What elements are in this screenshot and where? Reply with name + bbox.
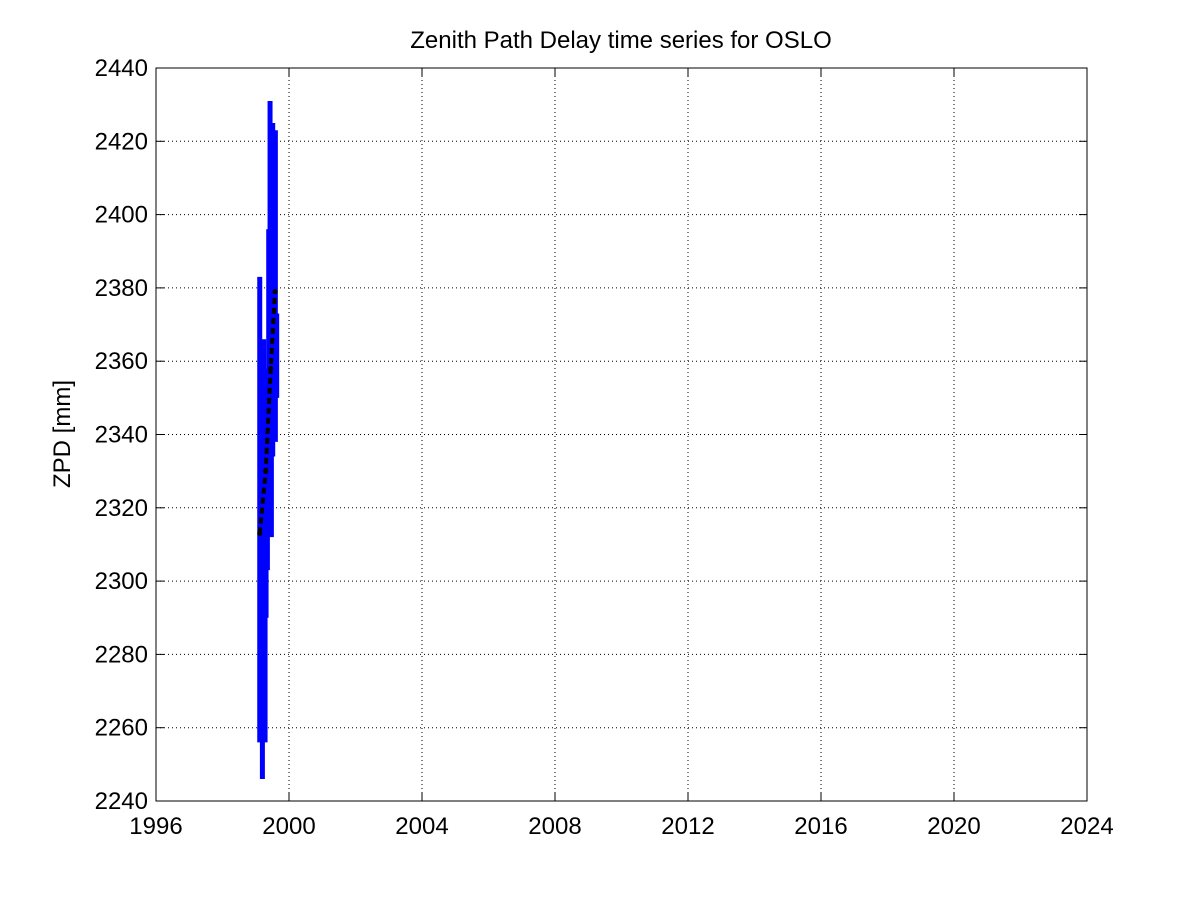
trend-point: [268, 366, 274, 372]
y-tick-label: 2320: [95, 495, 148, 522]
x-tick-label: 2004: [395, 813, 448, 840]
x-tick-label: 2016: [794, 813, 847, 840]
trend-line: [257, 291, 278, 534]
trend-point: [257, 530, 263, 536]
trend-point: [263, 468, 269, 474]
y-tick-label: 2420: [95, 128, 148, 155]
x-tick-label: 2024: [1060, 813, 1113, 840]
y-axis-label: ZPD [mm]: [49, 380, 76, 488]
y-tick-label: 2280: [95, 641, 148, 668]
y-tick-label: 2260: [95, 715, 148, 742]
trend-point: [272, 289, 278, 295]
x-tick-label: 2012: [661, 813, 714, 840]
y-tick-label: 2300: [95, 568, 148, 595]
y-tick-label: 2240: [95, 788, 148, 815]
y-tick-label: 2380: [95, 275, 148, 302]
x-tick-label: 2000: [262, 813, 315, 840]
x-tick-label: 1996: [129, 813, 182, 840]
data-series: [257, 100, 280, 780]
y-tick-label: 2360: [95, 348, 148, 375]
x-tick-label: 2008: [528, 813, 581, 840]
axis-ticks: 1996 2000 2004 2008 2012 2016 2020 2024 2240 2260…: [95, 55, 1114, 840]
chart-title: Zenith Path Delay time series for OSLO: [410, 27, 832, 54]
x-tick-label: 2020: [927, 813, 980, 840]
y-tick-label: 2400: [95, 202, 148, 229]
y-tick-label: 2340: [95, 422, 148, 449]
y-tick-label: 2440: [95, 55, 148, 82]
plot-area: [156, 68, 1087, 801]
